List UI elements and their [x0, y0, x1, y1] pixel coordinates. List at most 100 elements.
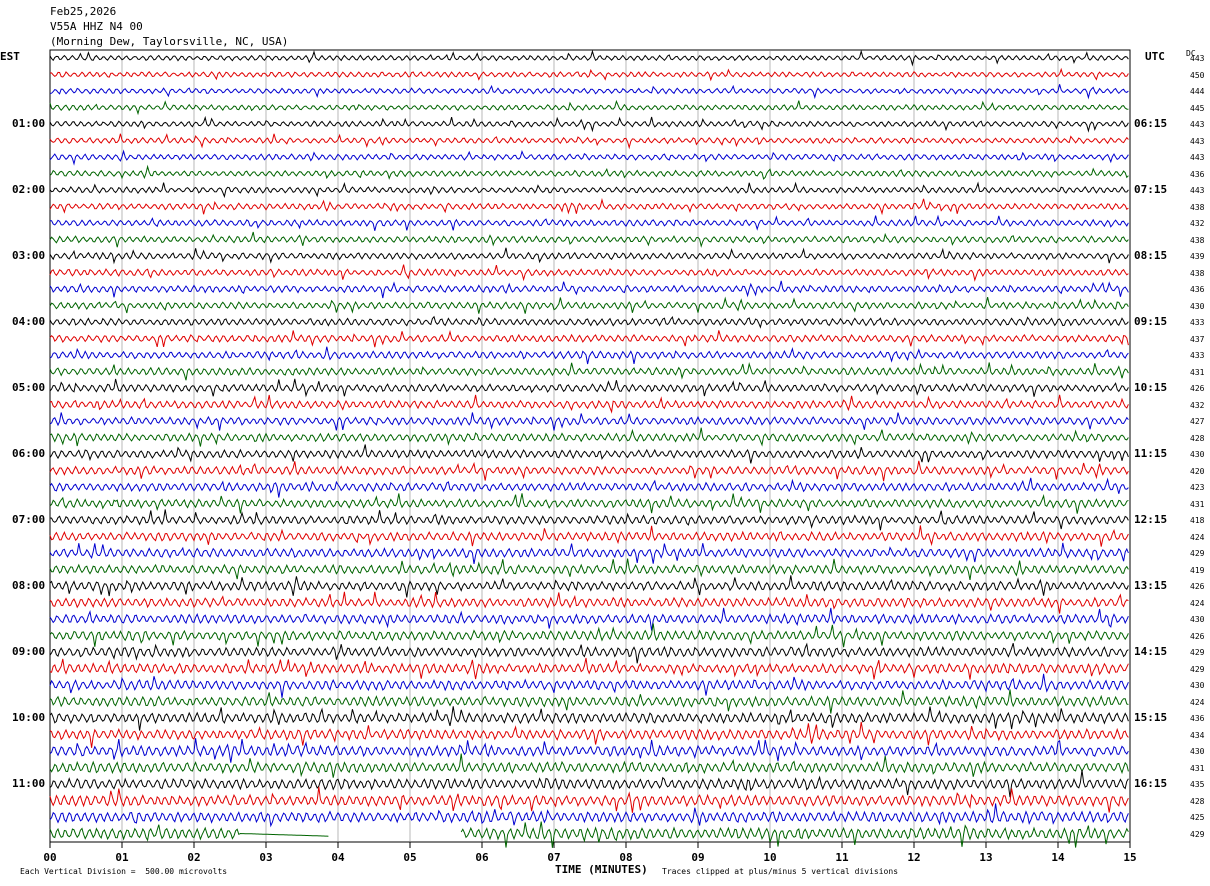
trace-line: [49, 412, 1129, 431]
dc-offset-label: 443: [1190, 54, 1205, 63]
clip-text: Traces clipped at plus/minus 5 vertical …: [662, 867, 899, 876]
gridlines: [121, 50, 1059, 842]
dc-offset-label: 429: [1190, 829, 1205, 839]
trace-line: [49, 394, 1129, 414]
dc-offset-label: 424: [1190, 598, 1205, 608]
dc-offset-label: 428: [1190, 796, 1205, 806]
plot-frame: [49, 49, 1131, 843]
trace-line: [49, 706, 1129, 731]
dc-offset-label: 430: [1190, 681, 1205, 690]
dc-offset-label: 450: [1190, 70, 1205, 80]
dc-offset-label: 438: [1190, 202, 1205, 212]
dc-offset-label: 426: [1190, 582, 1205, 591]
dc-offset-label: 423: [1190, 483, 1205, 492]
trace-line: [49, 99, 1129, 116]
dc-offset-label: 428: [1190, 433, 1205, 443]
dc-offset-label: 443: [1190, 153, 1205, 162]
left-hour-label: 09:00: [12, 645, 46, 658]
trace-line: [49, 689, 1129, 714]
x-tick-label: 09: [691, 851, 704, 864]
dc-offset-label: 426: [1190, 384, 1205, 393]
dc-offset-label: 443: [1190, 186, 1205, 195]
dc-offset-label: 433: [1190, 318, 1205, 327]
right-hour-label: 10:15: [1134, 381, 1168, 394]
trace-line: [49, 133, 1129, 150]
dc-offset-label: 431: [1190, 763, 1205, 773]
trace-line: [49, 770, 1129, 798]
trace-line: [49, 231, 1129, 248]
trace-line: [49, 623, 1129, 648]
header-station: V55A HHZ N4 00: [50, 20, 143, 33]
left-hour-label: 11:00: [12, 777, 46, 790]
x-tick-label: 00: [43, 851, 56, 864]
trace-line: [49, 329, 1129, 348]
dc-offset-label: 436: [1190, 169, 1205, 179]
dc-offset-label: 419: [1190, 565, 1205, 575]
trace-line: [49, 721, 1129, 748]
x-tick-label: 13: [979, 851, 992, 864]
right-timezone-label: UTC: [1145, 50, 1165, 63]
header-location: (Morning Dew, Taylorsville, NC, USA): [50, 35, 289, 48]
trace-line: [49, 642, 1129, 664]
seismic-traces: [49, 49, 1129, 848]
trace-line: [49, 115, 1129, 133]
trace-line: [49, 362, 1129, 381]
left-hour-label: 10:00: [12, 711, 46, 724]
x-tick-label: 14: [1051, 851, 1065, 864]
dc-offset-label: 424: [1190, 697, 1205, 707]
dc-offset-label: 431: [1190, 499, 1205, 509]
trace-line: [49, 786, 1129, 813]
left-hour-label: 06:00: [12, 447, 46, 460]
x-tick-label: 04: [331, 851, 345, 864]
trace-line: [49, 542, 1129, 564]
dc-offset-label: 436: [1190, 285, 1205, 294]
trace-line: [49, 477, 1129, 498]
trace-line: [49, 164, 1129, 180]
right-hour-label: 12:15: [1134, 513, 1168, 526]
dc-offset-label: 433: [1190, 351, 1205, 360]
trace-line: [49, 575, 1129, 598]
trace-line: [49, 558, 1129, 580]
dc-offset-label: 430: [1190, 301, 1205, 311]
trace-line: [49, 803, 1129, 828]
dc-offset-label: 429: [1190, 549, 1205, 558]
trace-line: [49, 280, 1129, 299]
dc-offset-label: 435: [1190, 780, 1205, 789]
trace-line: [49, 67, 1129, 82]
x-tick-label: 05: [403, 851, 416, 864]
right-hour-label: 09:15: [1134, 315, 1168, 328]
trace-line: [49, 315, 1129, 329]
dc-offset-label: 434: [1190, 730, 1205, 740]
right-hour-label: 16:15: [1134, 777, 1168, 790]
trace-line: [49, 149, 1129, 166]
x-axis-label: TIME (MINUTES): [555, 863, 648, 876]
trace-line: [49, 427, 1129, 447]
trace-line: [49, 738, 1129, 763]
dc-offset-label: 439: [1190, 252, 1205, 261]
dc-offset-label: 427: [1190, 417, 1205, 426]
trace-line: [49, 197, 1129, 216]
dc-offset-label: 436: [1190, 714, 1205, 723]
left-hour-label: 05:00: [12, 381, 46, 394]
trace-line: [49, 49, 1129, 67]
dc-offset-label: 432: [1190, 400, 1205, 410]
left-timezone-label: EST: [0, 50, 20, 63]
right-hour-label: 13:15: [1134, 579, 1168, 592]
right-hour-label: 14:15: [1134, 645, 1168, 658]
scale-text: Each Vertical Division = 500.00 microvol…: [20, 867, 228, 876]
dc-label: DC: [1186, 49, 1196, 58]
dc-offset-label: 432: [1190, 219, 1205, 228]
x-tick-label: 12: [907, 851, 920, 864]
trace-line: [49, 673, 1129, 698]
right-hour-label: 15:15: [1134, 711, 1168, 724]
dc-offset-label: 430: [1190, 450, 1205, 459]
trace-line: [49, 591, 1129, 614]
right-hour-label: 08:15: [1134, 249, 1168, 262]
dc-offset-label: 438: [1190, 235, 1205, 245]
left-hour-label: 07:00: [12, 513, 46, 526]
dc-offset-label: 425: [1190, 813, 1205, 822]
trace-line: [49, 821, 1129, 848]
dc-offset-label: 437: [1190, 334, 1205, 344]
left-hour-label: 01:00: [12, 117, 46, 130]
